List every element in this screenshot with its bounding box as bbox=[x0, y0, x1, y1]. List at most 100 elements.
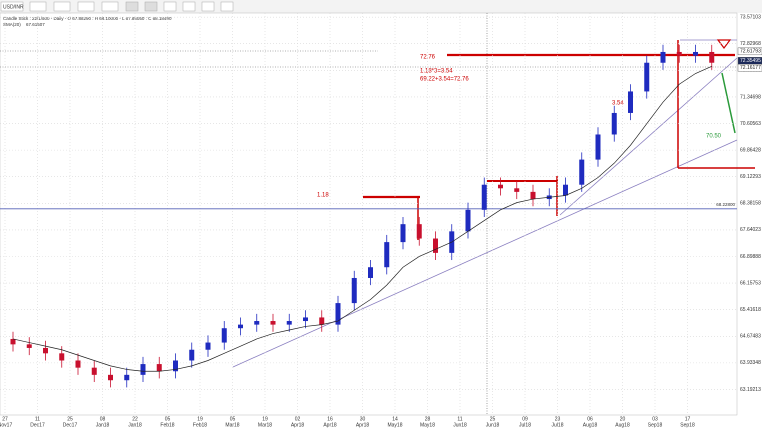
x-tick-label: 09 bbox=[522, 416, 528, 422]
candle-body bbox=[660, 51, 666, 63]
plot-frame bbox=[0, 12, 738, 416]
y-tick-label: 66.15753 bbox=[740, 280, 761, 286]
candle-body bbox=[416, 224, 422, 239]
tool-button[interactable] bbox=[77, 1, 95, 12]
sma-label: SMA(20) bbox=[3, 22, 21, 27]
candle-body bbox=[611, 112, 617, 135]
candle-body bbox=[433, 238, 438, 253]
price-box-label: 72.61793 bbox=[740, 49, 761, 55]
x-tick-sublabel: Nov17 bbox=[0, 422, 12, 428]
x-tick-sublabel: Jun18 bbox=[453, 422, 467, 428]
annotation: 72.76 bbox=[420, 55, 436, 61]
x-tick-label: 05 bbox=[230, 416, 236, 422]
tool-button[interactable] bbox=[144, 1, 158, 12]
y-tick-label: 72.82968 bbox=[740, 41, 761, 47]
x-tick-sublabel: May18 bbox=[420, 422, 435, 428]
x-tick-sublabel: Dec17 bbox=[30, 422, 45, 428]
x-tick-label: 02 bbox=[295, 416, 301, 422]
x-tick-sublabel: Jul18 bbox=[552, 422, 564, 428]
tool-button[interactable] bbox=[29, 1, 47, 12]
candle-body bbox=[156, 364, 162, 372]
x-tick-sublabel: Feb18 bbox=[193, 422, 207, 428]
candle-body bbox=[59, 353, 65, 361]
sma-value: 67.61507 bbox=[26, 22, 45, 27]
x-tick-label: 11 bbox=[35, 416, 40, 422]
x-tick-label: 30 bbox=[360, 416, 366, 422]
annotation: 70.50 bbox=[706, 134, 722, 140]
candle-body bbox=[514, 188, 520, 192]
candle-body bbox=[205, 342, 211, 350]
x-tick-sublabel: Jan18 bbox=[96, 422, 110, 428]
candle-body bbox=[579, 159, 585, 185]
candle-body bbox=[91, 367, 97, 375]
x-tick-label: 25 bbox=[490, 416, 496, 422]
candle-body bbox=[75, 360, 81, 368]
arrow bbox=[721, 72, 736, 134]
x-tick-label: 28 bbox=[425, 416, 431, 422]
symbol-box[interactable] bbox=[0, 1, 24, 12]
y-tick-label: 65.41618 bbox=[740, 307, 761, 313]
level-label: 68.22800 bbox=[716, 202, 735, 207]
candle-body bbox=[189, 349, 195, 361]
candle-body bbox=[563, 184, 568, 196]
tool-button[interactable] bbox=[125, 1, 139, 12]
tool-button[interactable] bbox=[182, 1, 196, 12]
candle-body bbox=[481, 184, 487, 210]
x-tick-sublabel: Jun18 bbox=[486, 422, 500, 428]
y-tick-label: 73.57103 bbox=[740, 14, 761, 20]
x-tick-sublabel: Mar18 bbox=[225, 422, 239, 428]
candle-body bbox=[644, 62, 650, 92]
candle-body bbox=[319, 317, 325, 325]
y-tick-label: 63.93348 bbox=[740, 360, 761, 366]
x-tick-label: 06 bbox=[587, 416, 593, 422]
candle-body bbox=[465, 209, 471, 232]
x-tick-sublabel: Aug18 bbox=[615, 422, 630, 428]
x-tick-label: 03 bbox=[652, 416, 658, 422]
drawings bbox=[0, 13, 755, 415]
y-tick-label: 66.89888 bbox=[740, 254, 761, 260]
x-tick-label: 17 bbox=[685, 416, 691, 422]
candle-body bbox=[335, 303, 341, 325]
x-tick-sublabel: Sep18 bbox=[680, 422, 695, 428]
candle-body bbox=[303, 317, 308, 322]
candle-body bbox=[26, 344, 32, 348]
tool-button[interactable] bbox=[220, 1, 234, 12]
x-tick-label: 22 bbox=[132, 416, 138, 422]
candle-body bbox=[693, 51, 698, 56]
annotation: 1.18 bbox=[317, 193, 329, 199]
x-tick-sublabel: Aug18 bbox=[583, 422, 598, 428]
tool-button[interactable] bbox=[53, 1, 71, 12]
x-tick-sublabel: Sep18 bbox=[648, 422, 663, 428]
candle-body bbox=[286, 321, 292, 325]
y-tick-label: 68.38158 bbox=[740, 201, 761, 207]
price-box-label: 72.16177 bbox=[740, 65, 761, 71]
x-tick-sublabel: Apr18 bbox=[323, 422, 337, 428]
symbol: USD/INR bbox=[3, 4, 24, 10]
tool-button[interactable] bbox=[201, 1, 215, 12]
tool-button[interactable] bbox=[163, 1, 177, 12]
candle-body bbox=[368, 267, 373, 278]
x-tick-label: 11 bbox=[457, 416, 462, 422]
price-box bbox=[737, 47, 762, 56]
candle-body bbox=[270, 321, 276, 325]
x-tick-sublabel: Jan18 bbox=[128, 422, 142, 428]
x-tick-label: 19 bbox=[197, 416, 203, 422]
x-tick-sublabel: Mar18 bbox=[258, 422, 272, 428]
x-tick-sublabel: Dec17 bbox=[63, 422, 78, 428]
y-tick-label: 70.60563 bbox=[740, 121, 761, 127]
candle-body bbox=[384, 242, 390, 268]
candle-body bbox=[351, 277, 357, 304]
candle-body bbox=[709, 51, 715, 63]
x-tick-label: 19 bbox=[262, 416, 268, 422]
tool-button[interactable] bbox=[101, 1, 119, 12]
candle-body bbox=[10, 338, 16, 345]
x-tick-label: 23 bbox=[555, 416, 561, 422]
candle-body bbox=[221, 328, 227, 343]
annotation: 69.22+3.54=72.76 bbox=[420, 77, 469, 83]
x-tick-sublabel: Apr18 bbox=[356, 422, 370, 428]
candle-body bbox=[108, 374, 113, 381]
price-box-label: 72.35495 bbox=[740, 58, 761, 64]
annotation: 1.18*3=3.54 bbox=[420, 69, 453, 75]
